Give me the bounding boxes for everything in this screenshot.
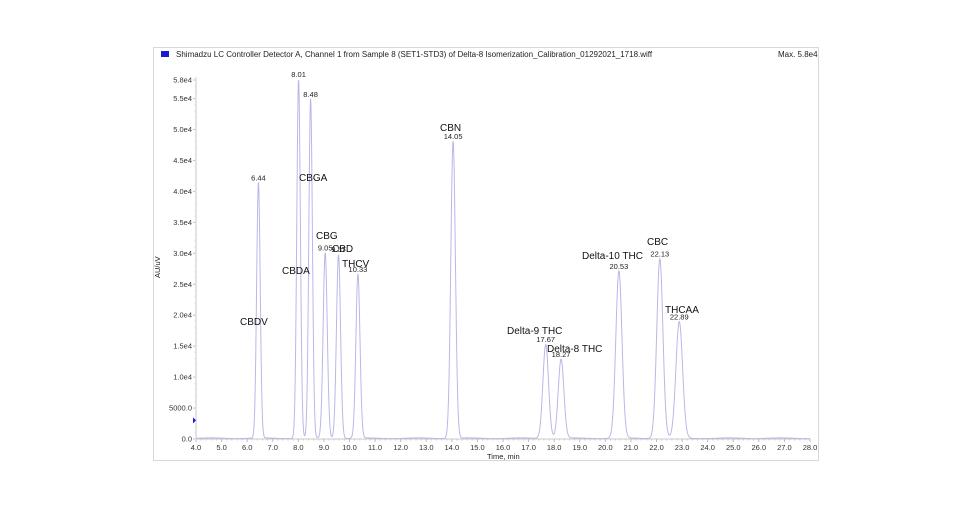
x-tick-label: 15.0 [470, 443, 485, 452]
chromatogram-trace [195, 79, 810, 440]
x-tick-label: 24.0 [700, 443, 715, 452]
x-tick-label: 10.0 [342, 443, 357, 452]
y-tick-label: 3.0e4 [173, 249, 192, 258]
compound-label: THCAA [665, 305, 699, 316]
retention-time-label: 9.05 [318, 243, 333, 252]
x-tick-label: 25.0 [726, 443, 741, 452]
compound-label: CBDV [240, 317, 268, 328]
compound-label: CBC [647, 237, 668, 248]
y-tick-label: 5000.0 [169, 404, 192, 413]
x-tick-label: 26.0 [752, 443, 767, 452]
y-tick-label: 5.0e4 [173, 125, 192, 134]
x-tick-label: 18.0 [547, 443, 562, 452]
retention-time-label: 17.67 [536, 335, 555, 344]
x-tick-label: 11.0 [368, 443, 382, 452]
y-tick-label: 3.5e4 [173, 218, 192, 227]
x-tick-label: 13.0 [419, 443, 434, 452]
compound-label: Delta-8 THC [547, 344, 602, 355]
x-tick-label: 12.0 [393, 443, 408, 452]
x-tick-label: 5.0 [216, 443, 226, 452]
retention-time-label: 22.13 [650, 250, 669, 259]
x-tick-label: 9.0 [319, 443, 329, 452]
x-tick-label: 23.0 [675, 443, 690, 452]
y-tick-label: 2.0e4 [173, 311, 192, 320]
retention-time-label: 8.01 [291, 70, 306, 79]
x-tick-label: 16.0 [496, 443, 511, 452]
retention-time-label: 10.33 [349, 265, 368, 274]
compound-label: CBG [316, 231, 338, 242]
retention-time-label: 18.27 [552, 350, 571, 359]
axes: 4.0 5.0 6.0 7.0 8.0 9.0 10.0 11.0 12.0 13.0 14.0 15… [169, 76, 817, 453]
y-tick-label: 1.0e4 [173, 373, 192, 382]
compound-label: Delta-10 THC [582, 251, 643, 262]
x-axis-label: Time, min [487, 452, 520, 461]
compound-label: CBGA [299, 173, 328, 184]
compound-label: THCV [342, 259, 370, 270]
compound-label: CBN [440, 123, 461, 134]
retention-time-label: 14.05 [444, 132, 463, 141]
retention-time-label: 9.57 [331, 245, 346, 254]
x-tick-label: 4.0 [191, 443, 201, 452]
peak-labels: 6.44 8.01 8.48 9.059.57 10.33 14.05 17.67 18.27… [240, 70, 699, 359]
x-tick-label: 19.0 [572, 443, 587, 452]
x-tick-label: 7.0 [268, 443, 278, 452]
y-tick-label: 4.5e4 [173, 156, 192, 165]
x-tick-label: 22.0 [649, 443, 664, 452]
chart-frame [153, 47, 819, 461]
x-tick-label: 20.0 [598, 443, 613, 452]
retention-time-label: 6.44 [251, 173, 266, 182]
retention-time-label: 22.89 [670, 313, 689, 322]
x-tick-label: 14.0 [445, 443, 460, 452]
y-tick-label: 4.0e4 [173, 187, 192, 196]
y-tick-label: 0.0 [182, 435, 192, 444]
legend-color-swatch [161, 51, 169, 57]
x-tick-label: 21.0 [624, 443, 639, 452]
y-tick-label: 1.5e4 [173, 342, 192, 351]
compound-label: CBD [332, 244, 353, 255]
y-tick-label: 5.8e4 [173, 76, 192, 85]
x-tick-label: 17.0 [521, 443, 536, 452]
x-tick-label: 8.0 [293, 443, 303, 452]
x-tick-label: 28.0 [803, 443, 818, 452]
compound-label: Delta-9 THC [507, 326, 562, 337]
compound-label: CBDA [282, 266, 310, 277]
x-tick-label: 27.0 [777, 443, 792, 452]
y-tick-label: 2.5e4 [173, 280, 192, 289]
retention-time-label: 8.48 [303, 90, 318, 99]
threshold-marker-icon [193, 417, 196, 424]
retention-time-label: 20.53 [610, 262, 629, 271]
chart-title: Shimadzu LC Controller Detector A, Chann… [176, 50, 653, 59]
y-tick-label: 5.5e4 [173, 94, 192, 103]
x-tick-label: 6.0 [242, 443, 252, 452]
max-intensity-label: Max. 5.8e4 [778, 50, 818, 59]
